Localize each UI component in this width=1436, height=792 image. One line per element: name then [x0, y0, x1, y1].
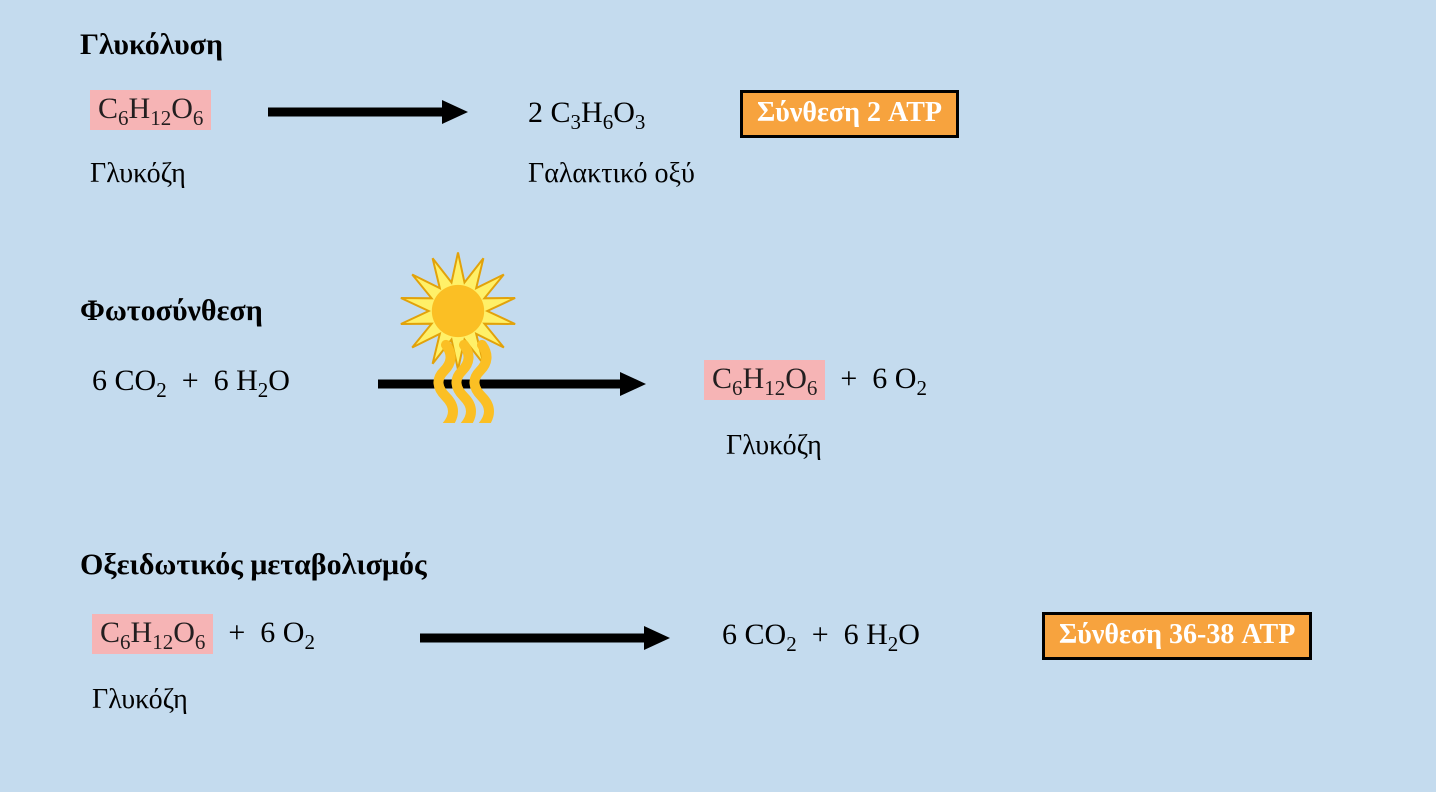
glycolysis-arrow	[268, 98, 468, 126]
oxidative-glucose-highlight: C6H12O6	[92, 614, 213, 654]
glycolysis-reactant-highlight: C6H12O6	[90, 90, 211, 130]
glycolysis-reactant: C6H12O6	[90, 90, 211, 130]
oxidative-arrow	[420, 624, 670, 652]
oxidative-rhs: 6 CO2 + 6 H2O	[722, 618, 920, 652]
oxidative-title: Οξειδωτικός μεταβολισμός	[80, 548, 427, 582]
sun-icon	[395, 248, 535, 423]
glycolysis-title: Γλυκόλυση	[80, 28, 223, 62]
diagram-canvas: Γλυκόλυση C6H12O6 Γλυκόζη 2 C3H6O3 Γαλακ…	[0, 0, 1436, 792]
glycolysis-atp-box: Σύνθεση 2 ATP	[740, 90, 959, 138]
photosynthesis-glucose-highlight: C6H12O6	[704, 360, 825, 400]
glycolysis-product-label: Γαλακτικό οξύ	[528, 158, 695, 190]
photosynthesis-title: Φωτοσύνθεση	[80, 294, 263, 328]
photosynthesis-lhs: 6 CO2 + 6 H2O	[92, 364, 290, 398]
oxidative-atp-box: Σύνθεση 36-38 ATP	[1042, 612, 1312, 660]
oxidative-lhs-label: Γλυκόζη	[92, 684, 188, 716]
glycolysis-product: 2 C3H6O3	[528, 96, 645, 130]
oxidative-lhs: C6H12O6 + 6 O2	[92, 614, 315, 654]
glycolysis-reactant-label: Γλυκόζη	[90, 158, 186, 190]
photosynthesis-rhs-label: Γλυκόζη	[726, 430, 822, 462]
photosynthesis-rhs: C6H12O6 + 6 O2	[704, 360, 927, 400]
